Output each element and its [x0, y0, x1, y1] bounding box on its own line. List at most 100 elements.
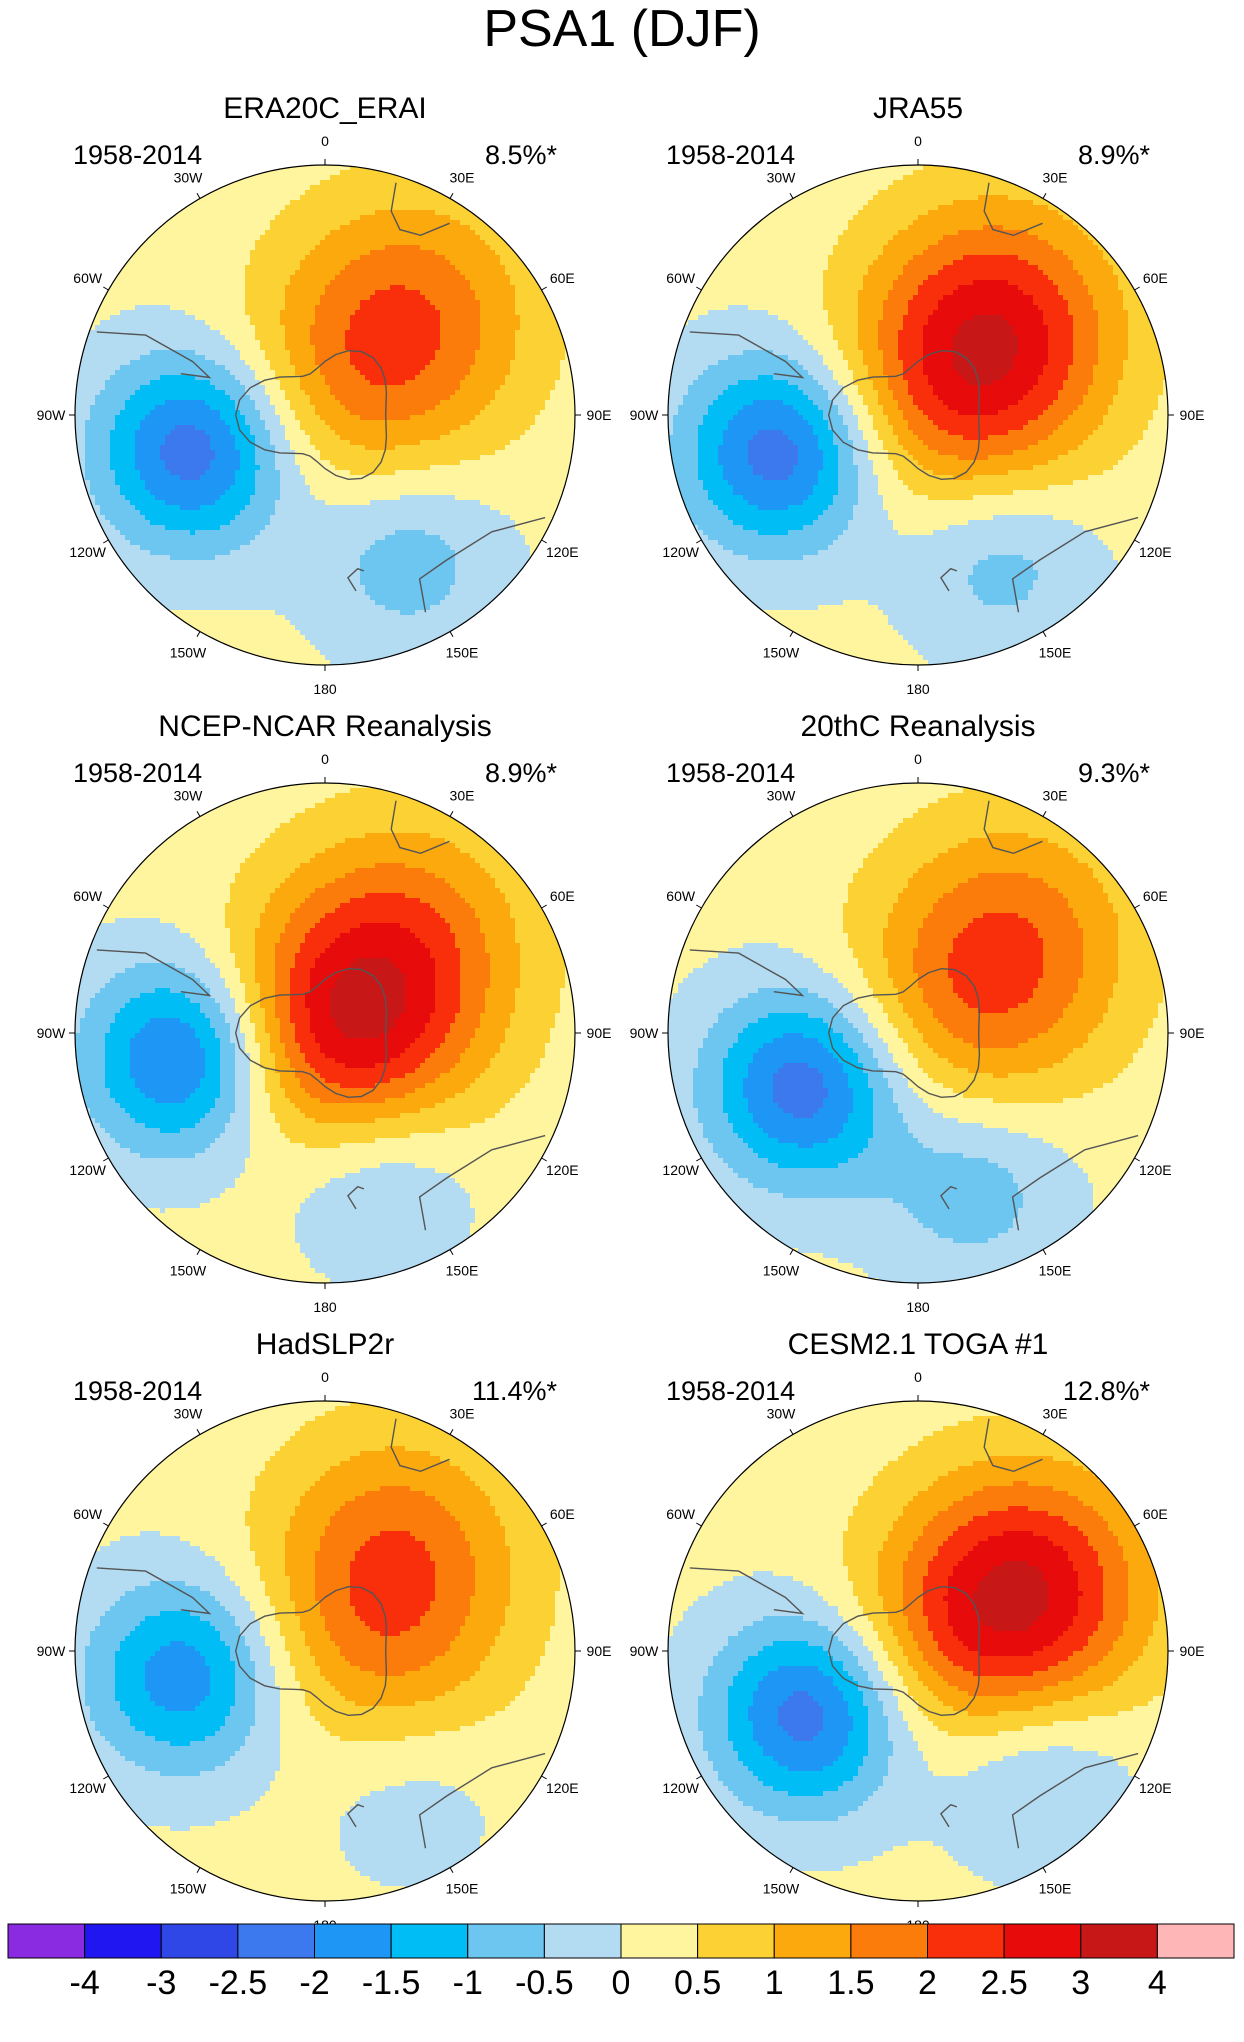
field-cell	[515, 275, 521, 281]
field-cell	[285, 410, 291, 416]
field-cell	[465, 290, 471, 296]
field-cell	[445, 370, 451, 376]
field-cell	[530, 380, 536, 386]
field-cell	[275, 200, 281, 206]
field-cell	[135, 350, 141, 356]
field-cell	[495, 290, 501, 296]
field-cell	[345, 170, 351, 176]
field-cell	[400, 245, 406, 251]
field-cell	[315, 200, 321, 206]
field-cell	[115, 340, 121, 346]
field-cell	[525, 375, 531, 381]
field-cell	[355, 345, 361, 351]
field-cell	[380, 185, 386, 191]
field-cell	[390, 275, 396, 281]
field-cell	[190, 280, 196, 286]
field-cell	[540, 385, 546, 391]
field-cell	[220, 320, 226, 326]
field-cell	[155, 320, 161, 326]
field-cell	[395, 260, 401, 266]
field-cell	[400, 230, 406, 236]
field-cell	[525, 335, 531, 341]
field-cell	[440, 440, 446, 446]
field-cell	[365, 185, 371, 191]
field-cell	[95, 390, 101, 396]
field-cell	[175, 460, 181, 466]
field-cell	[210, 325, 216, 331]
field-cell	[160, 285, 166, 291]
field-cell	[310, 180, 316, 186]
field-cell	[340, 230, 346, 236]
field-cell	[415, 200, 421, 206]
field-cell	[385, 225, 391, 231]
field-cell	[375, 435, 381, 441]
field-cell	[435, 230, 441, 236]
field-cell	[180, 415, 186, 421]
field-cell	[270, 330, 276, 336]
field-cell	[415, 205, 421, 211]
field-cell	[445, 285, 451, 291]
field-cell	[150, 445, 156, 451]
field-cell	[195, 370, 201, 376]
field-cell	[330, 225, 336, 231]
field-cell	[195, 255, 201, 261]
field-cell	[480, 350, 486, 356]
field-cell	[185, 335, 191, 341]
field-cell	[365, 370, 371, 376]
field-cell	[340, 410, 346, 416]
field-cell	[215, 460, 221, 466]
field-cell	[485, 340, 491, 346]
field-cell	[555, 370, 561, 376]
field-cell	[215, 445, 221, 451]
field-cell	[295, 325, 301, 331]
field-cell	[350, 450, 356, 456]
field-cell	[430, 340, 436, 346]
field-cell	[320, 395, 326, 401]
field-cell	[440, 315, 446, 321]
field-cell	[320, 350, 326, 356]
field-cell	[475, 305, 481, 311]
field-cell	[255, 285, 261, 291]
field-cell	[410, 315, 416, 321]
field-cell	[235, 435, 241, 441]
field-cell	[195, 230, 201, 236]
field-cell	[460, 365, 466, 371]
field-cell	[545, 365, 551, 371]
field-cell	[210, 420, 216, 426]
field-cell	[330, 430, 336, 436]
field-cell	[485, 360, 491, 366]
field-cell	[375, 340, 381, 346]
field-cell	[465, 340, 471, 346]
field-cell	[505, 450, 511, 456]
field-cell	[340, 190, 346, 196]
field-cell	[530, 435, 536, 441]
field-cell	[235, 295, 241, 301]
field-cell	[95, 345, 101, 351]
field-cell	[115, 450, 121, 456]
field-cell	[390, 405, 396, 411]
field-cell	[115, 320, 121, 326]
field-cell	[335, 170, 341, 176]
field-cell	[290, 345, 296, 351]
field-cell	[270, 285, 276, 291]
field-cell	[430, 215, 436, 221]
field-cell	[455, 395, 461, 401]
field-cell	[570, 415, 575, 421]
field-cell	[125, 430, 131, 436]
field-cell	[460, 445, 466, 451]
field-cell	[230, 325, 236, 331]
field-cell	[425, 225, 431, 231]
field-cell	[360, 440, 366, 446]
field-cell	[310, 440, 316, 446]
field-cell	[410, 440, 416, 446]
field-cell	[560, 385, 566, 391]
field-cell	[360, 170, 366, 176]
field-cell	[245, 185, 251, 191]
field-cell	[550, 445, 556, 451]
field-cell	[295, 275, 301, 281]
field-cell	[440, 330, 446, 336]
field-cell	[375, 310, 381, 316]
field-cell	[220, 245, 226, 251]
field-cell	[235, 445, 241, 451]
field-cell	[295, 435, 301, 441]
